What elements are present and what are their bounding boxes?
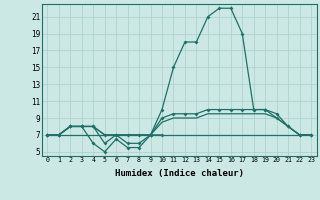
X-axis label: Humidex (Indice chaleur): Humidex (Indice chaleur) [115,169,244,178]
